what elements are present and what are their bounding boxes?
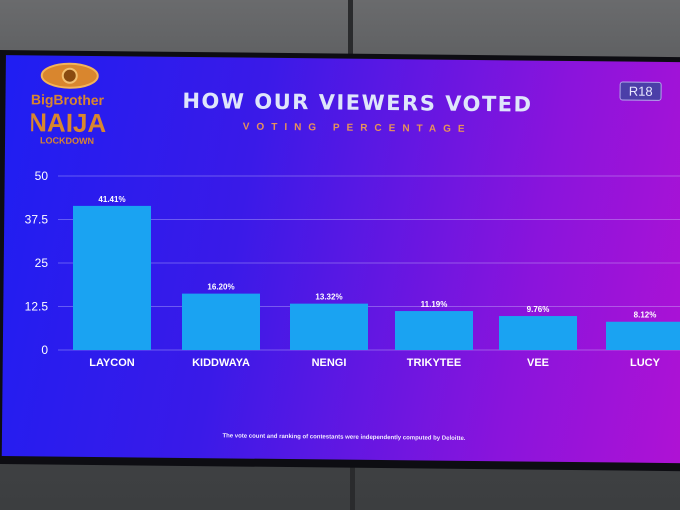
bbnaija-logo: BigBrother NAIJA LOCKDOWN (31, 59, 112, 148)
bar-laycon (73, 205, 151, 350)
data-label: 41.41% (98, 195, 125, 204)
bar-trikytee (395, 311, 473, 350)
bar-vee (499, 316, 577, 350)
tv-screen: BigBrother NAIJA LOCKDOWN HOW OUR VIEWER… (1, 55, 680, 464)
y-tick-label: 50 (35, 169, 49, 183)
data-label: 11.19% (421, 300, 448, 309)
data-label: 13.32% (315, 293, 342, 302)
bar-lucy (606, 321, 680, 350)
y-tick-label: 37.5 (25, 213, 49, 227)
x-tick-label: LAYCON (89, 357, 134, 369)
data-label: 9.76% (527, 305, 550, 314)
y-tick-label: 12.5 (25, 300, 49, 314)
svg-text:BigBrother: BigBrother (31, 91, 105, 108)
x-tick-label: VEE (527, 357, 549, 369)
svg-text:LOCKDOWN: LOCKDOWN (40, 135, 94, 146)
floor-seam (350, 458, 355, 510)
bar-kiddwaya (182, 293, 260, 350)
floor-seam (348, 0, 353, 55)
x-tick-label: LUCY (630, 357, 661, 369)
tv-frame: BigBrother NAIJA LOCKDOWN HOW OUR VIEWER… (0, 50, 680, 472)
x-tick-label: NENGI (312, 357, 347, 369)
svg-text:NAIJA: NAIJA (31, 107, 107, 138)
x-tick-label: KIDDWAYA (192, 357, 250, 369)
y-tick-label: 0 (41, 343, 48, 357)
data-label: 8.12% (634, 311, 657, 320)
bar-nengi (290, 303, 368, 350)
x-tick-label: TRIKYTEE (407, 357, 461, 369)
data-label: 16.20% (207, 283, 234, 292)
y-tick-label: 25 (35, 256, 49, 270)
